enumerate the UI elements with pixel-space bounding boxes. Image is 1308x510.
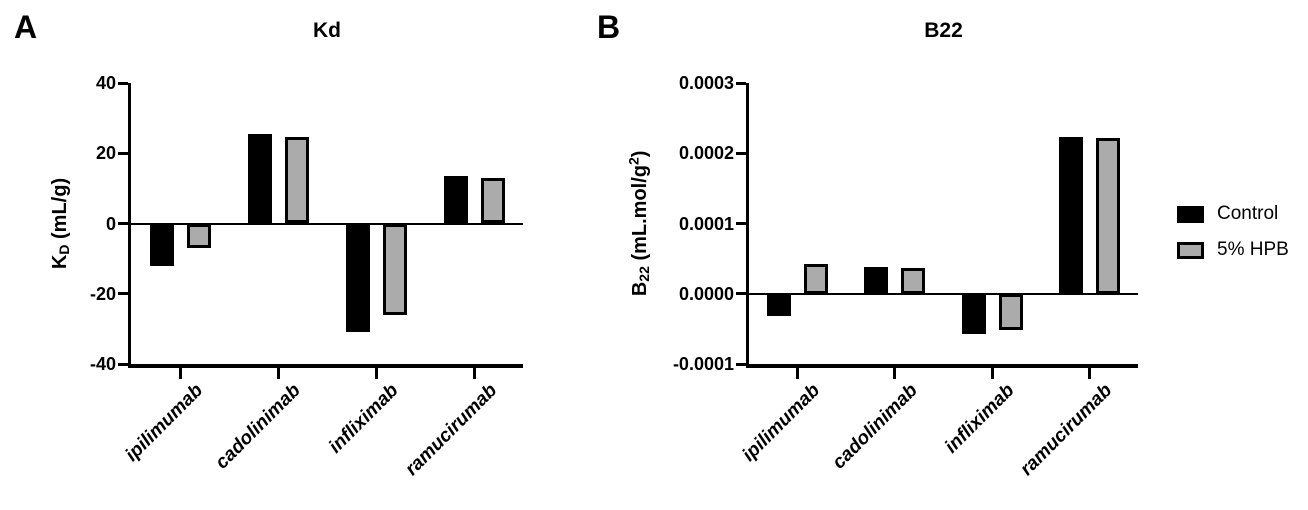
y-axis-tick	[118, 151, 128, 155]
y-axis-tick-label: 20	[95, 143, 116, 164]
x-axis-tick	[472, 368, 476, 379]
y-axis-tick-label: -40	[89, 354, 116, 374]
y-axis-tick-label: 40	[95, 73, 116, 93]
legend-item-hpb: 5% HPB	[1177, 238, 1289, 262]
panel-b-letter: B	[597, 9, 621, 45]
legend-swatch-hpb	[1177, 241, 1204, 259]
x-category-label-text: ipilimumab	[121, 380, 207, 466]
panel-a-letter: A	[14, 9, 38, 45]
zero-axis-line	[131, 222, 523, 225]
y-axis-tick	[118, 222, 128, 225]
bar-ramucirumab-hpb	[1095, 138, 1120, 294]
x-axis-tick	[990, 368, 994, 379]
y-axis-tick-label: -20	[89, 283, 116, 304]
legend-label-control: Control	[1217, 203, 1279, 224]
x-axis-tick	[893, 368, 897, 379]
y-axis-tick-label: 0.0001	[678, 213, 734, 234]
x-axis-tick	[276, 368, 280, 379]
bar-infliximab-hpb	[382, 223, 407, 315]
x-category-label-text: ramucirumab	[400, 380, 501, 480]
bar-ramucirumab-control	[1058, 137, 1083, 294]
y-axis-tick	[736, 292, 746, 296]
y-axis-tick-label: 0.0002	[678, 143, 734, 164]
y-axis-tick	[736, 151, 746, 155]
y-axis-tick	[118, 81, 128, 85]
bar-ramucirumab-control	[443, 176, 468, 224]
y-axis-tick	[118, 292, 128, 296]
y-axis-tick-label: 0	[105, 213, 116, 234]
legend-label-hpb: 5% HPB	[1217, 239, 1289, 260]
x-category-label-text: ipilimumab	[738, 380, 825, 466]
bar-ipilimumab-hpb	[186, 223, 211, 249]
x-category-label-text: infliximab	[325, 380, 403, 458]
y-axis-tick	[736, 362, 746, 366]
bar-ipilimumab-control	[149, 223, 174, 266]
x-axis-tick	[178, 368, 182, 379]
bar-cadolinimab-control	[864, 267, 889, 294]
legend-item-control: Control	[1177, 202, 1289, 226]
y-axis-tick	[736, 81, 746, 85]
bar-cadolinimab-hpb	[284, 137, 309, 224]
panel-a-title: Kd	[313, 19, 341, 42]
bar-ipilimumab-hpb	[804, 264, 829, 294]
y-axis-tick	[736, 222, 746, 225]
bar-ipilimumab-control	[767, 293, 792, 317]
x-category-label-text: cadolinimab	[828, 380, 922, 474]
y-axis-tick-label: 0.0003	[678, 73, 734, 93]
bar-cadolinimab-control	[247, 133, 272, 224]
panel-a-plot: 40 20 0 -20 -40 ipilimumab cadolinimab inflixim…	[90, 73, 523, 480]
bar-infliximab-hpb	[998, 293, 1023, 330]
y-axis-tick-label: -0.0001	[672, 354, 734, 374]
legend-swatch-control	[1177, 205, 1204, 223]
y-axis-tick-label: 0.0000	[678, 283, 734, 304]
legend: Control 5% HPB	[1177, 202, 1289, 274]
x-axis-tick	[796, 368, 800, 379]
zero-axis-line	[749, 292, 1138, 295]
bar-infliximab-control	[961, 293, 986, 335]
panel-b-title: B22	[924, 19, 963, 42]
y-axis-tick	[118, 362, 128, 366]
bar-ramucirumab-hpb	[480, 177, 505, 224]
panel-b-plot: 0.0003 0.0002 0.0001 0.0000 -0.0001 ipilimuma…	[673, 73, 1138, 480]
x-category-label-text: cadolinimab	[211, 380, 305, 474]
x-axis-tick	[1087, 368, 1091, 379]
x-category-label-text: ramucirumab	[1016, 380, 1117, 480]
bar-infliximab-control	[345, 223, 370, 333]
bar-cadolinimab-hpb	[901, 267, 926, 294]
x-axis-tick	[374, 368, 378, 379]
x-category-label-text: infliximab	[941, 380, 1019, 458]
